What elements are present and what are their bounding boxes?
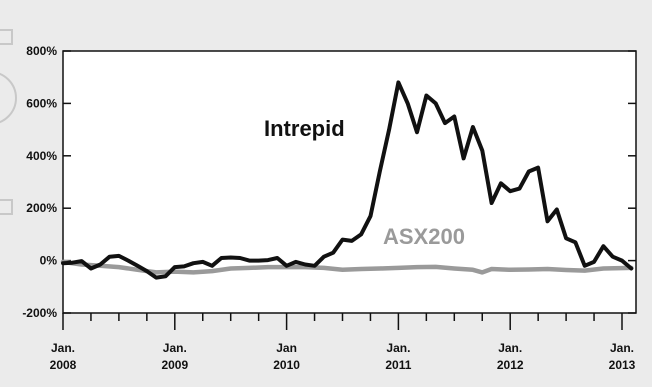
y-tick-label: 0% bbox=[40, 254, 58, 268]
y-tick-label: 400% bbox=[26, 149, 57, 163]
x-tick-label-year: 2008 bbox=[50, 358, 77, 372]
y-tick-label: 800% bbox=[26, 44, 57, 58]
x-tick-label-month: Jan bbox=[276, 341, 297, 355]
series-lines bbox=[60, 80, 634, 280]
x-tick-label-month: Jan. bbox=[498, 341, 522, 355]
x-tick-label-month: Jan. bbox=[51, 341, 75, 355]
x-tick-label-year: 2013 bbox=[609, 358, 636, 372]
y-tick-label: -200% bbox=[22, 306, 57, 320]
series-label-intrepid: Intrepid bbox=[264, 116, 345, 141]
series-label-asx200: ASX200 bbox=[383, 224, 465, 249]
x-tick-label-month: Jan. bbox=[163, 341, 187, 355]
x-tick-label-year: 2012 bbox=[497, 358, 524, 372]
series-line-asx200 bbox=[60, 259, 634, 275]
y-tick-label: 200% bbox=[26, 201, 57, 215]
x-tick-label-month: Jan. bbox=[610, 341, 634, 355]
watermark-logo bbox=[0, 29, 17, 215]
x-tick-label-month: Jan. bbox=[386, 341, 410, 355]
x-axis: Jan. 2008 Jan. 2009 Jan 2010 Jan. 2011 Jan. 2012 J… bbox=[50, 313, 636, 372]
x-tick-label-year: 2011 bbox=[385, 358, 411, 372]
x-tick-label-year: 2009 bbox=[161, 358, 188, 372]
y-tick-label: 600% bbox=[26, 96, 57, 110]
series-line-intrepid bbox=[61, 80, 634, 280]
x-tick-label-year: 2010 bbox=[273, 358, 300, 372]
y-axis: -200% 0% 200% 400% 600% 800% bbox=[22, 44, 636, 320]
